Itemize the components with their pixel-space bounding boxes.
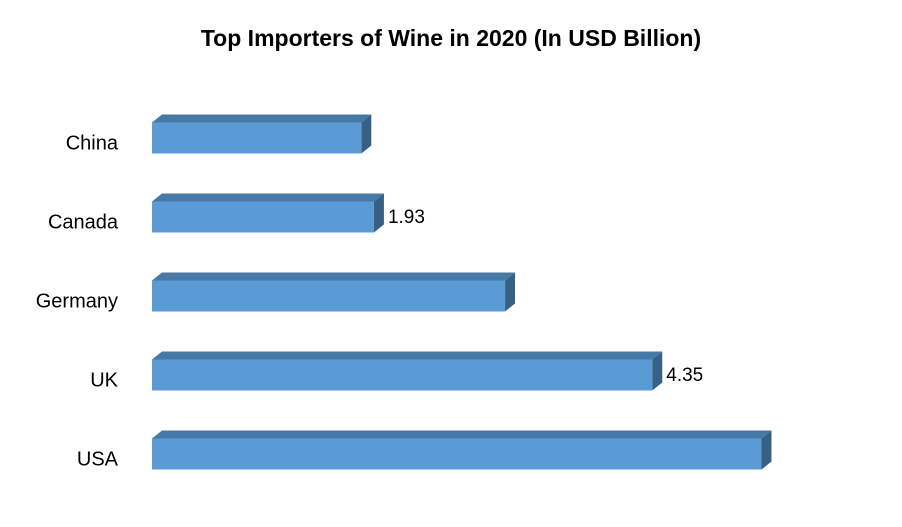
bar-group <box>152 193 384 233</box>
bar-side <box>761 430 772 470</box>
bar-side <box>652 351 663 391</box>
bar-side <box>361 114 372 154</box>
bar-group <box>152 272 516 312</box>
bar-group <box>152 114 372 154</box>
bar <box>152 122 362 154</box>
y-tick-label: Germany <box>36 290 118 312</box>
y-tick-label: Canada <box>48 211 119 233</box>
bar-top <box>152 114 372 123</box>
bar-top <box>152 430 772 439</box>
bar-group <box>152 351 663 391</box>
value-label: 4.35 <box>666 365 703 386</box>
y-tick-label: China <box>66 132 119 154</box>
bar-group <box>152 430 772 470</box>
y-tick-label: UK <box>90 369 118 391</box>
bar <box>152 438 762 470</box>
bar <box>152 280 506 312</box>
bar-top <box>152 351 663 360</box>
y-tick-label: USA <box>77 448 119 470</box>
bar-side <box>505 272 516 312</box>
value-label: 1.93 <box>388 207 425 228</box>
bar <box>152 359 653 391</box>
bar-top <box>152 193 384 202</box>
bar-top <box>152 272 516 281</box>
chart-title: Top Importers of Wine in 2020 (In USD Bi… <box>201 25 701 51</box>
bar-side <box>373 193 384 233</box>
bar <box>152 201 374 233</box>
